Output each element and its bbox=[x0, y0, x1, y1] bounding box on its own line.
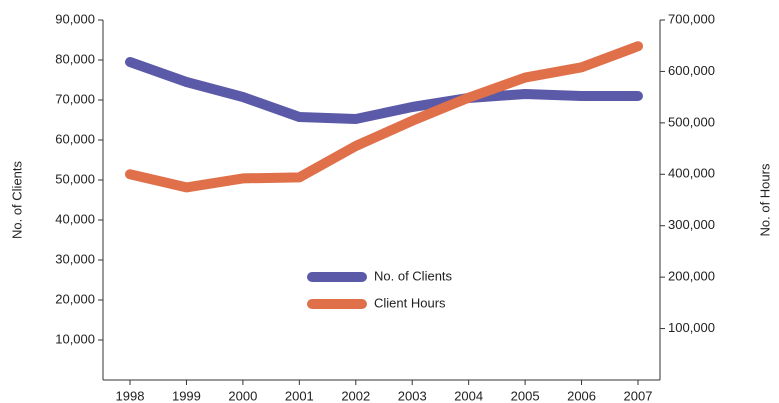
y2-tick-label: 300,000 bbox=[668, 217, 715, 232]
y-tick-label: 40,000 bbox=[55, 211, 95, 226]
y-tick-label: 70,000 bbox=[55, 91, 95, 106]
x-tick-label: 2005 bbox=[511, 388, 540, 403]
x-tick-label: 2001 bbox=[285, 388, 314, 403]
y-tick-label: 20,000 bbox=[55, 291, 95, 306]
series-line bbox=[125, 57, 643, 124]
x-tick-label: 1998 bbox=[116, 388, 145, 403]
y-tick-label: 30,000 bbox=[55, 251, 95, 266]
y2-axis-label: No. of Hours bbox=[757, 163, 772, 236]
x-tick-label: 1999 bbox=[172, 388, 201, 403]
legend-label: No. of Clients bbox=[374, 268, 453, 283]
x-tick-label: 2007 bbox=[624, 388, 653, 403]
x-tick-label: 2004 bbox=[454, 388, 483, 403]
y2-tick-label: 500,000 bbox=[668, 114, 715, 129]
y2-tick-label: 400,000 bbox=[668, 166, 715, 181]
y2-tick-label: 600,000 bbox=[668, 63, 715, 78]
y-tick-label: 80,000 bbox=[55, 51, 95, 66]
y-tick-label: 90,000 bbox=[55, 11, 95, 26]
x-tick-label: 2003 bbox=[398, 388, 427, 403]
x-tick-label: 2002 bbox=[341, 388, 370, 403]
y-tick-label: 50,000 bbox=[55, 171, 95, 186]
x-tick-label: 2000 bbox=[228, 388, 257, 403]
y2-tick-label: 200,000 bbox=[668, 269, 715, 284]
y-axis-label: No. of Clients bbox=[9, 160, 24, 239]
x-tick-label: 2006 bbox=[567, 388, 596, 403]
y2-tick-label: 700,000 bbox=[668, 11, 715, 26]
y-tick-label: 10,000 bbox=[55, 331, 95, 346]
y2-tick-label: 100,000 bbox=[668, 320, 715, 335]
y-tick-label: 60,000 bbox=[55, 131, 95, 146]
series-line bbox=[125, 41, 643, 193]
legend-label: Client Hours bbox=[374, 295, 446, 310]
